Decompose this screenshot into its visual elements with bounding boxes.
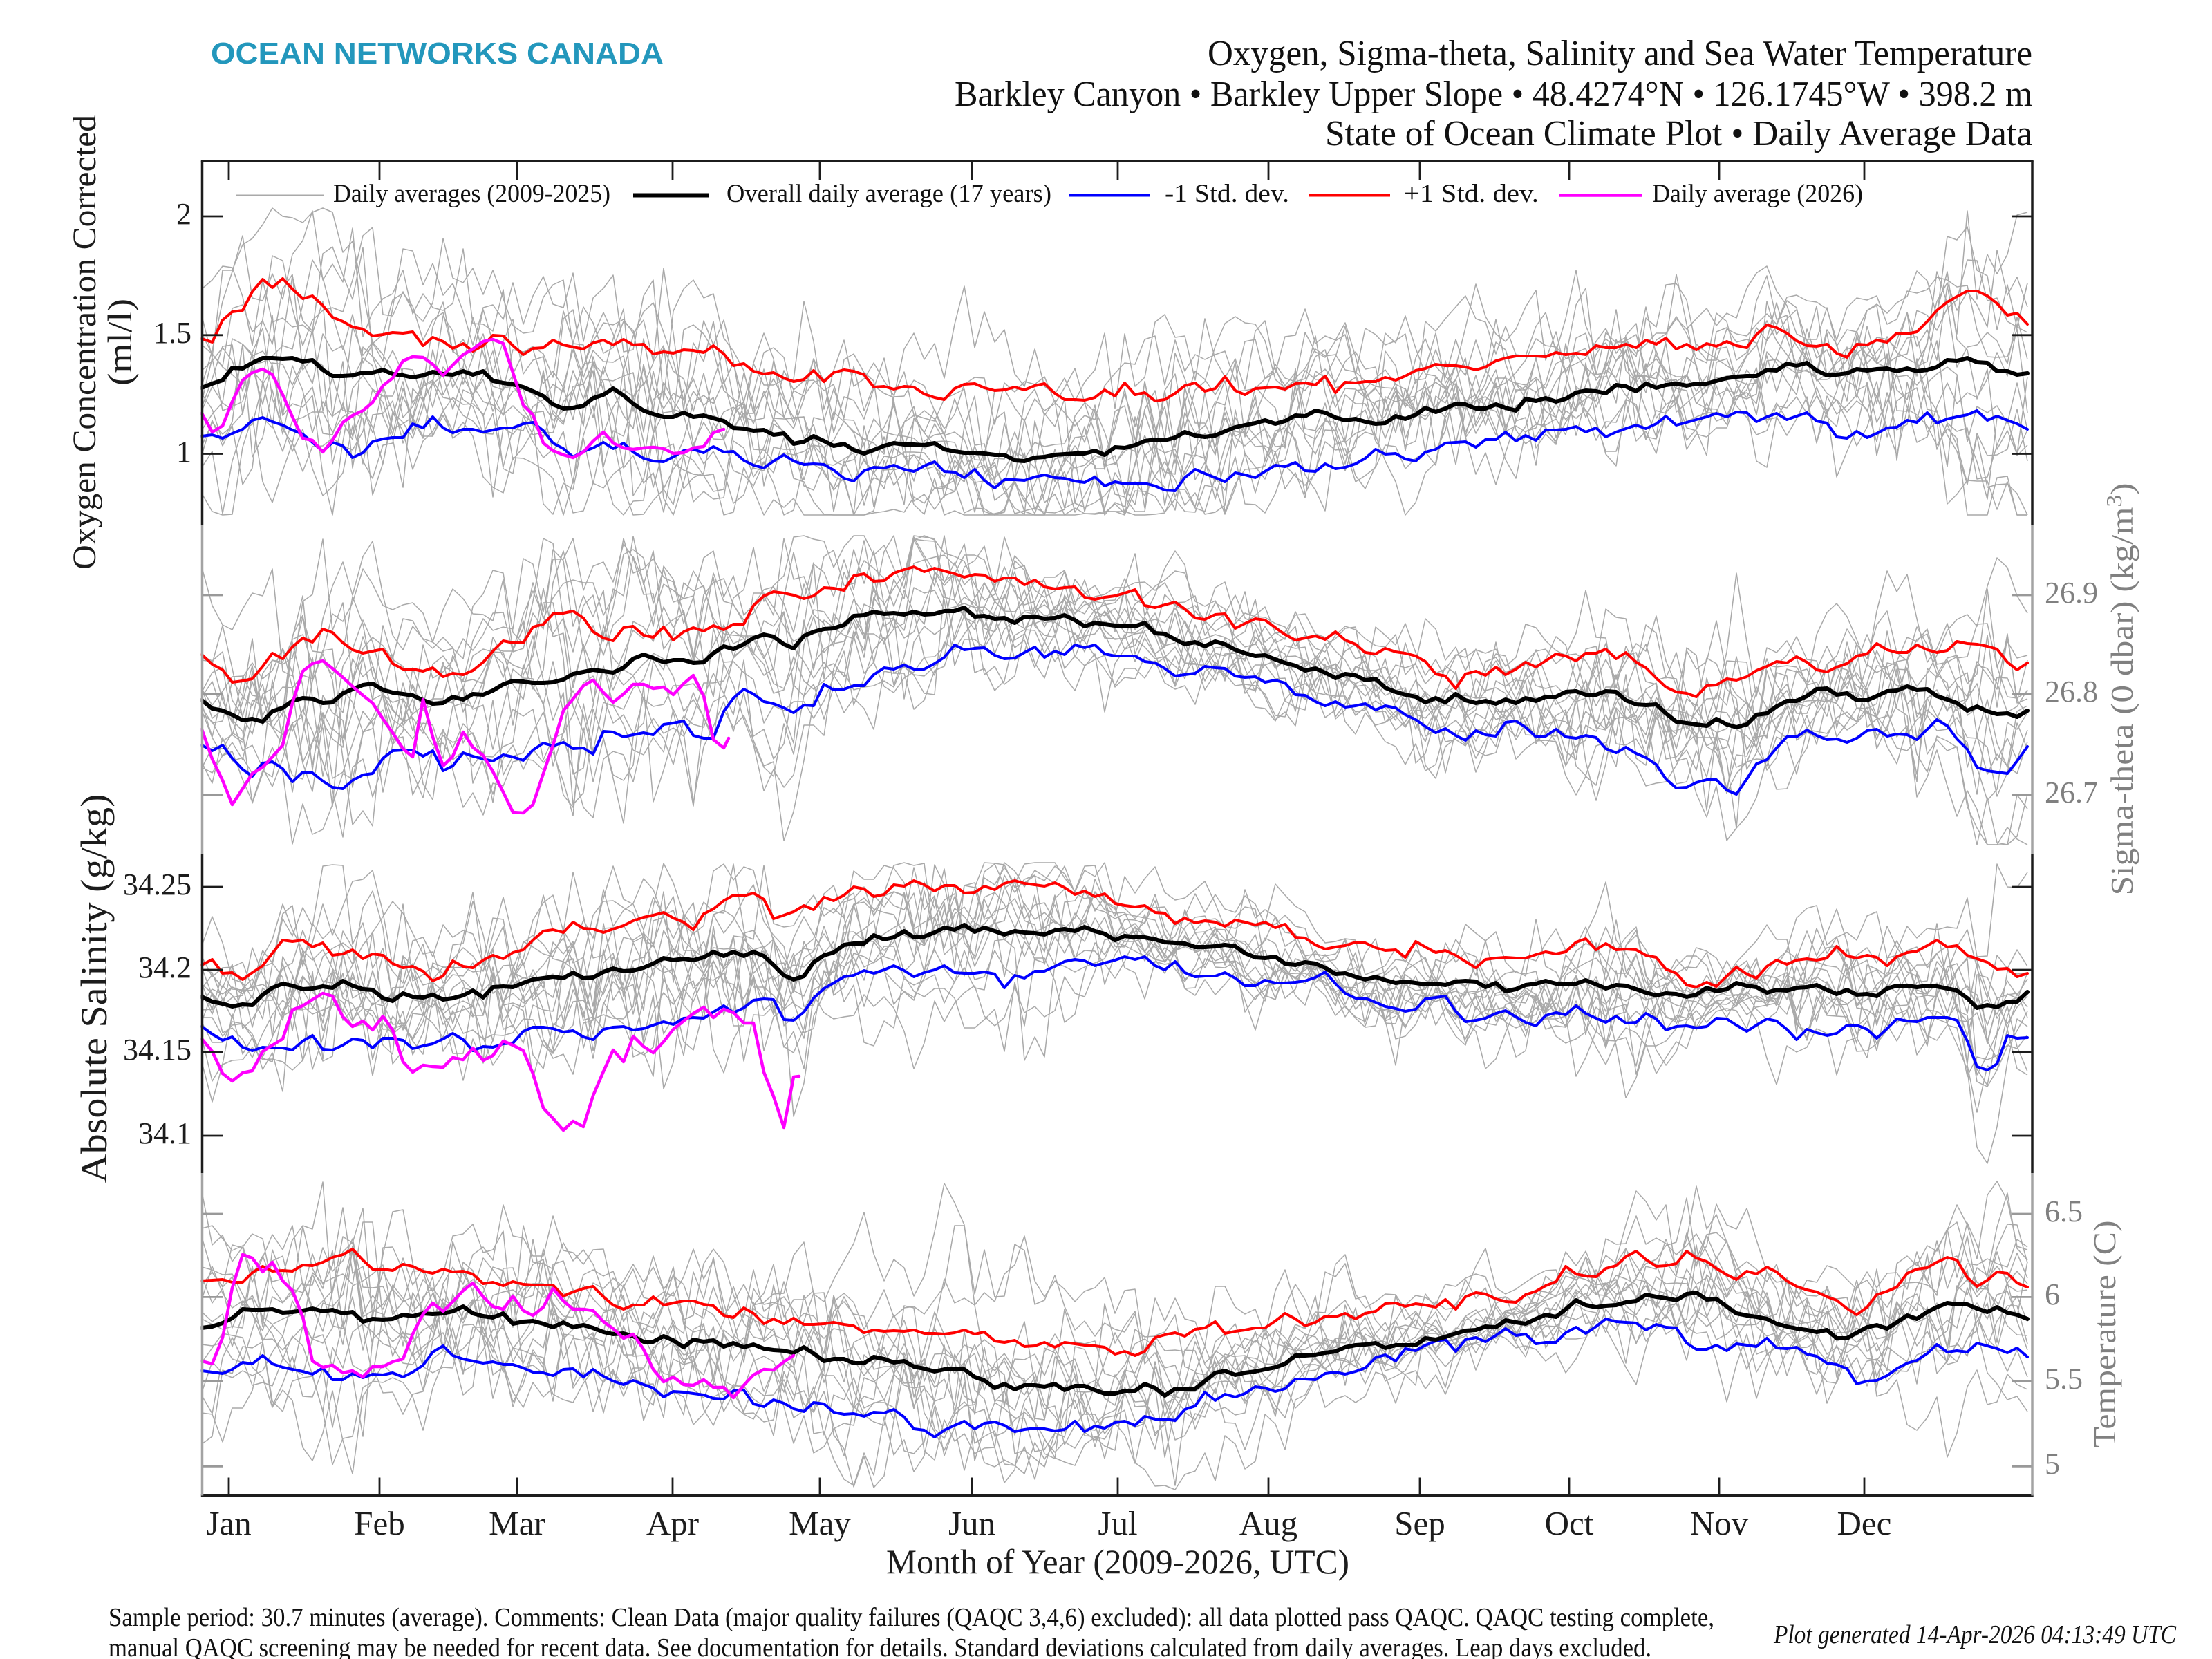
svg-text:Feb: Feb	[354, 1504, 405, 1542]
svg-text:Oxygen Concentration Corrected: Oxygen Concentration Corrected	[66, 115, 103, 570]
svg-text:5.5: 5.5	[2045, 1362, 2083, 1396]
svg-text:Barkley Canyon • Barkley Upper: Barkley Canyon • Barkley Upper Slope • 4…	[955, 75, 2032, 114]
svg-text:Oct: Oct	[1545, 1504, 1594, 1542]
svg-text:Month of Year (2009-2026, UTC): Month of Year (2009-2026, UTC)	[886, 1542, 1349, 1581]
svg-text:6.5: 6.5	[2045, 1194, 2083, 1228]
svg-text:Aug: Aug	[1239, 1504, 1297, 1542]
svg-text:Absolute Salinity (g/kg): Absolute Salinity (g/kg)	[73, 794, 115, 1183]
svg-text:manual QAQC screening may be n: manual QAQC screening may be needed for …	[109, 1633, 1651, 1659]
svg-text:May: May	[789, 1504, 851, 1542]
svg-text:Daily averages (2009-2025): Daily averages (2009-2025)	[333, 180, 610, 208]
svg-text:2: 2	[176, 197, 191, 231]
svg-text:Oxygen, Sigma-theta, Salinity: Oxygen, Sigma-theta, Salinity and Sea Wa…	[1208, 34, 2032, 73]
svg-text:6: 6	[2045, 1277, 2060, 1311]
svg-text:Dec: Dec	[1837, 1504, 1892, 1542]
svg-text:OCEAN NETWORKS CANADA: OCEAN NETWORKS CANADA	[211, 37, 664, 71]
svg-text:State of Ocean Climate Plot •: State of Ocean Climate Plot • Daily Aver…	[1325, 114, 2032, 153]
svg-text:Jan: Jan	[206, 1504, 251, 1542]
svg-text:26.7: 26.7	[2045, 776, 2098, 809]
svg-text:Apr: Apr	[646, 1504, 699, 1542]
svg-text:(ml/l): (ml/l)	[100, 299, 139, 386]
svg-text:34.15: 34.15	[123, 1033, 191, 1067]
svg-text:Sep: Sep	[1394, 1504, 1445, 1542]
svg-text:34.1: 34.1	[138, 1116, 191, 1150]
svg-text:Overall daily average (17 year: Overall daily average (17 years)	[727, 180, 1051, 208]
svg-text:26.9: 26.9	[2045, 576, 2098, 610]
svg-text:34.25: 34.25	[123, 868, 191, 901]
svg-text:Daily average (2026): Daily average (2026)	[1652, 180, 1863, 208]
svg-text:1: 1	[176, 435, 191, 469]
svg-text:Sample period: 30.7 minutes (a: Sample period: 30.7 minutes (average). C…	[109, 1603, 1714, 1632]
svg-text:Jun: Jun	[948, 1504, 995, 1542]
svg-text:5: 5	[2045, 1447, 2060, 1481]
svg-text:1.5: 1.5	[153, 316, 191, 350]
svg-text:26.8: 26.8	[2045, 675, 2098, 709]
svg-text:Sigma-theta (0 dbar) (kg/m3): Sigma-theta (0 dbar) (kg/m3)	[2101, 483, 2139, 896]
svg-text:Nov: Nov	[1690, 1504, 1749, 1542]
svg-text:Mar: Mar	[489, 1504, 545, 1542]
svg-text:-1 Std. dev.: -1 Std. dev.	[1165, 180, 1289, 208]
svg-text:Plot generated 14-Apr-2026 04:: Plot generated 14-Apr-2026 04:13:49 UTC	[1773, 1620, 2176, 1649]
svg-text:34.2: 34.2	[138, 950, 191, 984]
svg-text:Temperature (C): Temperature (C)	[2087, 1221, 2122, 1448]
svg-text:+1 Std. dev.: +1 Std. dev.	[1404, 180, 1539, 208]
svg-text:Jul: Jul	[1098, 1504, 1137, 1542]
